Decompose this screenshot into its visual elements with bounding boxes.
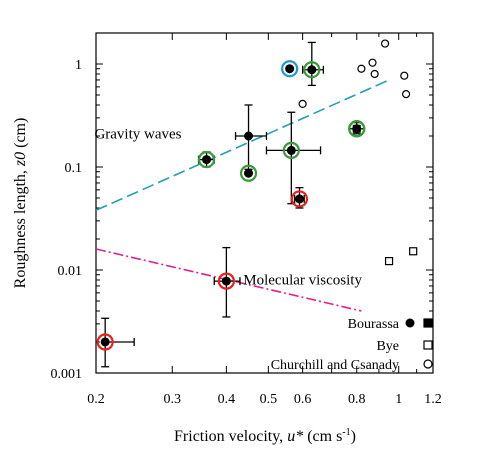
churchill-csanady-point [368, 58, 377, 67]
y-tick-label: 0.001 [51, 367, 83, 382]
x-axis-unit: (cm s [307, 428, 342, 445]
legend: Bourassa Bye Churchill and Csanady [271, 317, 433, 373]
bourassa-point [294, 194, 304, 204]
x-tick-label: 0.5 [260, 392, 278, 407]
highlight-ring [281, 60, 299, 78]
churchill-csanady-point [370, 69, 379, 79]
bourassa-point [100, 337, 110, 347]
molecular-viscosity-line [95, 248, 362, 312]
y-tick-label: 0.1 [65, 161, 83, 176]
bourassa-square-point [352, 124, 361, 133]
x-axis-symbol: u* [287, 428, 307, 445]
y-tick-label: 0.01 [58, 264, 83, 279]
bourassa-point [285, 64, 295, 74]
y-axis-title: Roughness length, z0 (cm) [12, 118, 29, 289]
bye-point [409, 247, 418, 256]
bourassa-point [244, 131, 254, 141]
churchill-csanady-point [400, 71, 409, 80]
y-tick-label: 1 [75, 58, 82, 73]
legend-filled-circle [405, 318, 415, 328]
gravity-waves-line [95, 79, 390, 212]
highlight-ring [290, 190, 309, 208]
legend-label: Churchill and Csanady [271, 358, 399, 373]
x-tick-label: 1.2 [424, 392, 442, 407]
highlight-ring [303, 61, 321, 79]
highlight-ring [217, 272, 235, 290]
y-axis-unit: (cm) [12, 118, 29, 148]
legend-filled-square [423, 318, 433, 328]
plot-frame [95, 32, 434, 374]
bourassa-point [244, 168, 254, 178]
x-tick-label: 0.6 [294, 392, 312, 407]
x-axis-title: Friction velocity, u* (cm s-1) [174, 427, 356, 445]
highlight-ring [239, 164, 258, 182]
x-tick-label: 0.4 [218, 392, 236, 407]
legend-open-square [423, 340, 433, 350]
bourassa-point [221, 276, 231, 286]
x-axis-unit-close: ) [351, 428, 356, 445]
x-tick-label: 0.8 [348, 392, 366, 407]
x-axis-unit-exponent: -1 [342, 427, 350, 438]
x-axis-title-text: Friction velocity, [174, 428, 287, 445]
bourassa-point [202, 155, 212, 165]
churchill-csanady-point [357, 64, 366, 73]
x-tick-label: 0.3 [164, 392, 182, 407]
bourassa-point [286, 145, 296, 155]
x-tick-label: 1 [395, 392, 402, 407]
error-bars [101, 41, 365, 368]
x-tick-label: 0.2 [87, 392, 105, 407]
legend-label: Bye [376, 339, 399, 354]
plot-border [95, 32, 434, 374]
legend-open-circle [423, 359, 433, 369]
y-axis-symbol: z0 [12, 148, 29, 167]
molecular-viscosity-label: Molecular viscosity [243, 273, 362, 289]
y-axis-title-text: Roughness length, [12, 166, 29, 288]
churchill-csanady-point [298, 99, 307, 108]
axis-ticks: 0.2 0.3 0.4 0.5 0.6 0.8 1 1.2 0.001 0.01 0.1 1 [51, 33, 442, 407]
churchill-csanady-point [380, 39, 390, 48]
data-points [96, 39, 418, 351]
axis-labels: Friction velocity, u* (cm s-1) Roughness … [12, 118, 356, 445]
trend-lines: Gravity waves Molecular viscosity [94, 79, 390, 312]
gravity-waves-label: Gravity waves [94, 126, 181, 142]
bourassa-point [307, 65, 317, 75]
legend-label: Bourassa [348, 317, 400, 332]
highlight-ring [348, 120, 366, 138]
highlight-ring [197, 150, 216, 169]
churchill-csanady-point [401, 90, 411, 99]
highlight-ring [282, 141, 300, 159]
highlight-ring [96, 333, 114, 351]
bye-point [384, 257, 394, 266]
